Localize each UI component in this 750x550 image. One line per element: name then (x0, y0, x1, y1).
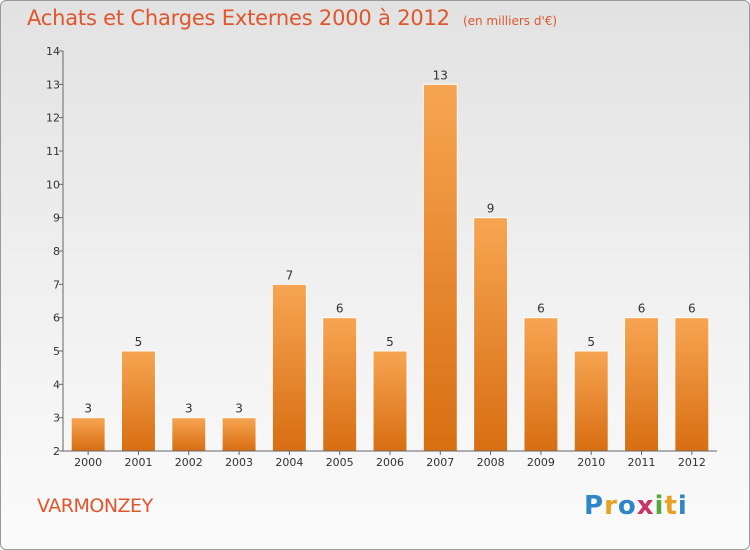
bar-2009 (523, 317, 559, 452)
x-tick-2009: 2009 (527, 456, 555, 469)
data-label-2003: 3 (235, 402, 243, 416)
y-tick-11: 11 (46, 145, 60, 158)
logo-letter: P (584, 491, 605, 521)
x-tick-2001: 2001 (124, 456, 152, 469)
x-tick-2008: 2008 (477, 456, 505, 469)
data-label-2012: 6 (688, 302, 696, 316)
bars-group: 3 5 3 3 7 6 5 13 9 6 5 6 6 (70, 68, 710, 452)
y-tick-7: 7 (53, 278, 60, 291)
logo-letter: i (654, 491, 665, 521)
logo-letter: t (664, 491, 678, 521)
bar-2002 (171, 417, 207, 452)
x-tick-2002: 2002 (175, 456, 203, 469)
bar-2000 (70, 417, 106, 452)
data-label-2007: 13 (433, 68, 448, 82)
data-label-2004: 7 (286, 268, 294, 282)
bar-2011 (624, 317, 660, 452)
x-tick-2010: 2010 (577, 456, 605, 469)
chart-header: Achats et Charges Externes 2000 à 2012 (… (27, 6, 557, 30)
logo-letter: o (617, 491, 637, 521)
y-tick-4: 4 (53, 378, 60, 391)
data-label-2006: 5 (386, 335, 394, 349)
y-tick-2: 2 (53, 445, 60, 458)
x-tick-2003: 2003 (225, 456, 253, 469)
bar-2001 (120, 350, 156, 452)
x-tick-2005: 2005 (326, 456, 354, 469)
x-tick-2000: 2000 (74, 456, 102, 469)
data-label-2000: 3 (84, 402, 92, 416)
axes-group: 2000 2001 2002 2003 2004 2005 2006 2007 2008 2009… (46, 45, 717, 469)
x-tick-2007: 2007 (426, 456, 454, 469)
data-label-2005: 6 (336, 302, 344, 316)
bar-2007 (422, 83, 458, 452)
commune-name: VARMONZEY (37, 495, 153, 517)
data-label-2009: 6 (537, 302, 545, 316)
y-tick-9: 9 (53, 212, 60, 225)
bar-2006 (372, 350, 408, 452)
data-label-2008: 9 (487, 202, 495, 216)
proxiti-logo: Proxiti (584, 491, 688, 521)
x-tick-2004: 2004 (275, 456, 303, 469)
y-tick-8: 8 (53, 245, 60, 258)
x-tick-2011: 2011 (628, 456, 656, 469)
data-label-2002: 3 (185, 402, 193, 416)
y-tick-14: 14 (46, 45, 60, 58)
bar-2003 (221, 417, 257, 452)
x-tick-2006: 2006 (376, 456, 404, 469)
y-tick-13: 13 (46, 78, 60, 91)
data-label-2010: 5 (587, 335, 595, 349)
y-tick-6: 6 (53, 312, 60, 325)
logo-letter: r (604, 491, 618, 521)
logo-letter: x (636, 491, 655, 521)
data-label-2011: 6 (638, 302, 646, 316)
y-tick-3: 3 (53, 412, 60, 425)
chart-subtitle: (en milliers d'€) (462, 14, 558, 28)
bar-2012 (674, 317, 710, 452)
bar-2004 (271, 283, 307, 452)
chart-title: Achats et Charges Externes 2000 à 2012 (27, 6, 450, 30)
logo-letter: i (677, 491, 688, 521)
data-label-2001: 5 (135, 335, 143, 349)
bar-2005 (322, 317, 358, 452)
y-tick-12: 12 (46, 112, 60, 125)
y-tick-5: 5 (53, 345, 60, 358)
bar-2010 (573, 350, 609, 452)
y-tick-10: 10 (46, 178, 60, 191)
x-tick-2012: 2012 (678, 456, 706, 469)
bar-2008 (473, 217, 509, 452)
